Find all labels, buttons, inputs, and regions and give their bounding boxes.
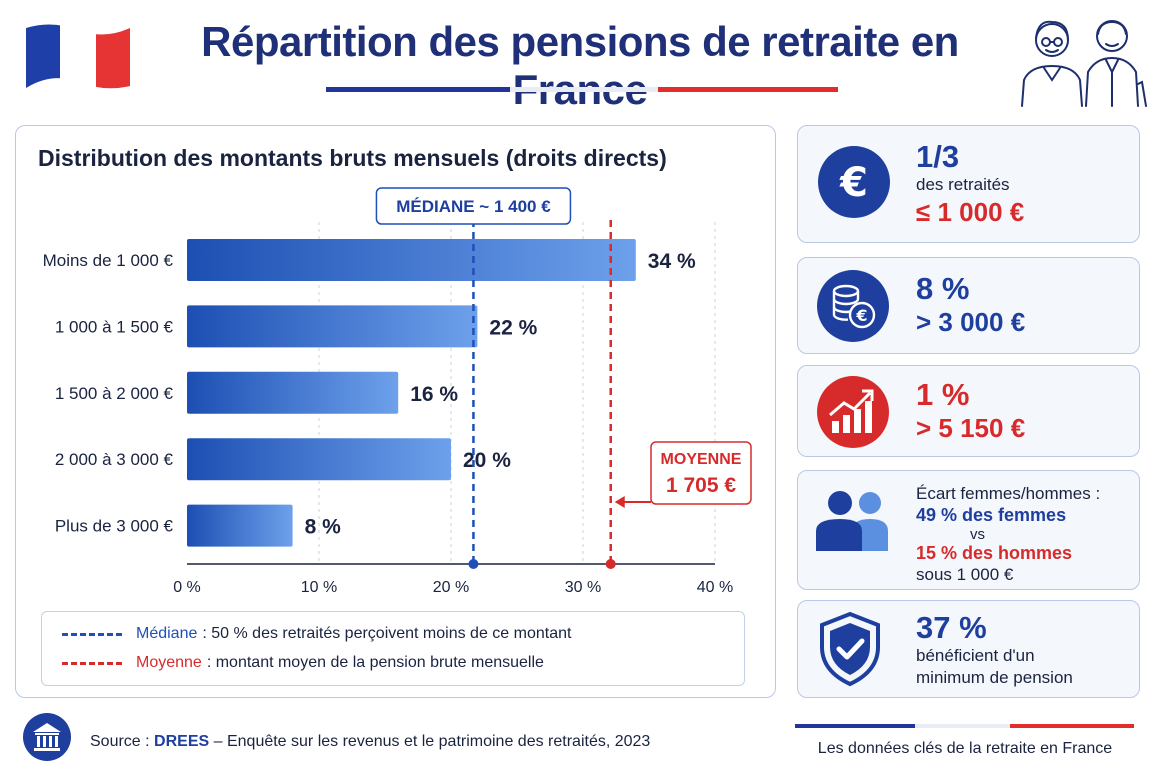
chart-legend: Médiane : 50 % des retraités perçoivent … bbox=[41, 611, 745, 686]
stat-eight-amount: > 3 000 € bbox=[916, 307, 1026, 337]
source-org: DREES bbox=[154, 733, 210, 750]
bar bbox=[187, 305, 478, 348]
stat-card-minimum: 37 % bénéficient d'un minimum de pension bbox=[797, 600, 1140, 698]
stat-gender-title: Écart femmes/hommes : bbox=[916, 484, 1101, 503]
mean-label-title: MOYENNE bbox=[661, 451, 742, 468]
stat-one-third-amount: ≤ 1 000 € bbox=[916, 197, 1025, 227]
category-label: Moins de 1 000 € bbox=[43, 251, 174, 270]
stat-one-value: 1 % bbox=[916, 377, 970, 412]
page-title: Répartition des pensions de retraite en … bbox=[201, 18, 959, 113]
legend-mean-label: Moyenne bbox=[136, 654, 202, 671]
retired-couple-icon bbox=[1021, 20, 1147, 107]
value-label: 22 % bbox=[489, 316, 537, 339]
source-prefix: Source : bbox=[90, 733, 150, 750]
category-label: Plus de 3 000 € bbox=[55, 517, 174, 536]
chart-title: Distribution des montants bruts mensuels… bbox=[38, 145, 667, 171]
category-label: 1 000 à 1 500 € bbox=[55, 317, 174, 336]
title-rule-white bbox=[510, 87, 658, 92]
svg-text:€: € bbox=[855, 306, 867, 325]
stat-minimum-line1: bénéficient d'un bbox=[916, 646, 1035, 665]
stat-card-eight: € 8 % > 3 000 € bbox=[797, 257, 1140, 354]
legend-median-label: Médiane bbox=[136, 625, 198, 642]
category-label: 1 500 à 2 000 € bbox=[55, 384, 174, 403]
stat-gender-vs: vs bbox=[970, 526, 985, 543]
median-point bbox=[468, 559, 479, 569]
growth-chart-icon bbox=[817, 376, 889, 448]
footer-rule-red bbox=[1010, 724, 1134, 728]
median-label-box bbox=[375, 187, 572, 225]
stat-gender-women: 49 % des femmes bbox=[916, 505, 1067, 525]
shield-check-icon bbox=[820, 611, 880, 687]
stat-one-third-label: des retraités bbox=[916, 175, 1010, 194]
bar bbox=[187, 371, 399, 414]
footer-tagline: Les données clés de la retraite en Franc… bbox=[817, 740, 1113, 757]
value-label: 34 % bbox=[648, 250, 696, 273]
tick-label: 10 % bbox=[301, 579, 337, 596]
category-label: 2 000 à 3 000 € bbox=[55, 450, 174, 469]
stat-gender-below: sous 1 000 € bbox=[916, 565, 1014, 584]
title-rule-red bbox=[658, 87, 838, 92]
legend-median: Médiane : 50 % des retraités perçoivent … bbox=[62, 625, 571, 643]
bar-chart: Moins de 1 000 € 34 % 1 000 à 1 500 € 22 % 1… bbox=[43, 187, 752, 596]
stat-eight-value: 8 % bbox=[916, 271, 970, 306]
stat-gender-men: 15 % des hommes bbox=[916, 543, 1073, 563]
title-rule-blue bbox=[326, 87, 510, 92]
footer-rule-blue bbox=[795, 724, 915, 728]
stat-one-amount: > 5 150 € bbox=[916, 413, 1026, 443]
median-label: MÉDIANE ~ 1 400 € bbox=[396, 197, 551, 216]
stat-minimum-line2: minimum de pension bbox=[916, 668, 1073, 687]
euro-icon: € bbox=[818, 146, 890, 218]
value-label: 20 % bbox=[463, 449, 511, 472]
source-text: – Enquête sur les revenus et le patrimoi… bbox=[213, 733, 651, 750]
tick-label: 40 % bbox=[697, 579, 733, 596]
footer-rule-white bbox=[915, 724, 1010, 728]
stat-card-gender: Écart femmes/hommes : 49 % des femmes vs… bbox=[797, 470, 1140, 590]
mean-dash-swatch bbox=[62, 661, 122, 665]
median-dash-swatch bbox=[62, 632, 122, 636]
mean-arrow-head bbox=[614, 496, 625, 508]
bar bbox=[187, 239, 636, 281]
tick-label: 20 % bbox=[433, 579, 469, 596]
mean-label-box bbox=[650, 441, 752, 505]
value-label: 8 % bbox=[305, 516, 342, 539]
french-flag-icon bbox=[26, 24, 130, 89]
legend-mean-text: : montant moyen de la pension brute mens… bbox=[206, 654, 544, 671]
bar bbox=[187, 504, 293, 547]
svg-text:€: € bbox=[839, 160, 868, 206]
stat-minimum-value: 37 % bbox=[916, 610, 987, 645]
coin-stack-icon: € bbox=[817, 270, 889, 342]
legend-mean: Moyenne : montant moyen de la pension br… bbox=[62, 654, 544, 672]
mean-point bbox=[605, 559, 616, 569]
stat-one-third-value: 1/3 bbox=[916, 139, 960, 174]
institution-icon bbox=[23, 713, 71, 761]
people-icon bbox=[816, 491, 888, 551]
tick-label: 30 % bbox=[565, 579, 601, 596]
stat-card-one-third: € 1/3 des retraités ≤ 1 000 € bbox=[797, 125, 1140, 243]
bar bbox=[187, 438, 451, 481]
legend-median-text: : 50 % des retraités perçoivent moins de… bbox=[202, 625, 572, 642]
mean-label-value: 1 705 € bbox=[666, 474, 736, 497]
source-citation: Source : DREES – Enquête sur les revenus… bbox=[90, 733, 650, 751]
tick-label: 0 % bbox=[173, 579, 201, 596]
value-label: 16 % bbox=[410, 383, 458, 406]
stat-card-one: 1 % > 5 150 € bbox=[797, 365, 1140, 457]
